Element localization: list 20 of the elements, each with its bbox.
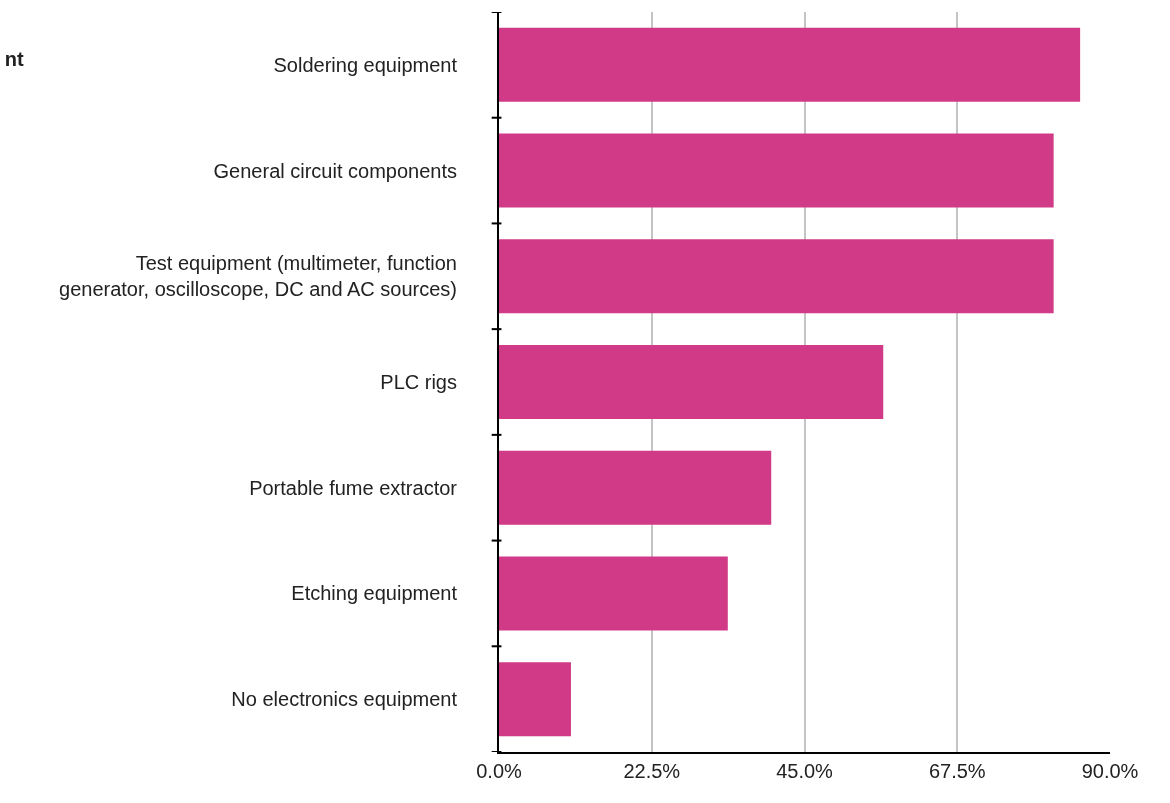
- bar: [499, 239, 1054, 314]
- bar: [499, 556, 728, 631]
- x-tick-label: 22.5%: [623, 760, 681, 782]
- bar: [499, 27, 1081, 102]
- x-tick-label: 67.5%: [928, 760, 986, 782]
- x-tick-label: 45.0%: [776, 760, 834, 782]
- y-tick-label: Test equipment (multimeter, function generator, oscilloscope, DC and AC sources): [59, 252, 457, 301]
- y-tick-label: Soldering equipment: [273, 53, 458, 76]
- y-tick-label: Portable fume extractor: [249, 476, 458, 499]
- bar: [499, 450, 772, 525]
- bar: [499, 345, 884, 419]
- bar: [499, 662, 571, 737]
- y-tick-label: No electronics equipment: [231, 688, 458, 711]
- bar: [499, 133, 1054, 208]
- text: nt: [4, 47, 24, 70]
- y-tick-label: Etching equipment: [291, 582, 458, 605]
- x-tick-label: 90.0%: [1081, 760, 1139, 782]
- y-tick-label: PLC rigs: [380, 371, 457, 393]
- y-tick-label: General circuit components: [213, 159, 457, 182]
- x-tick-label: 0.0%: [476, 760, 523, 782]
